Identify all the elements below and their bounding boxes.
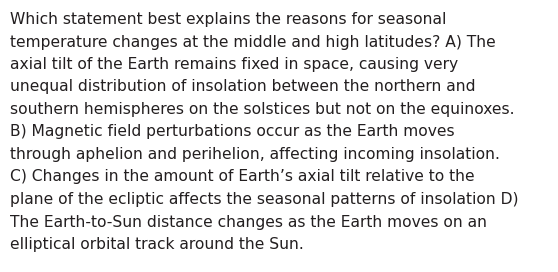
Text: southern hemispheres on the solstices but not on the equinoxes.: southern hemispheres on the solstices bu…: [10, 102, 514, 117]
Text: through aphelion and perihelion, affecting incoming insolation.: through aphelion and perihelion, affecti…: [10, 147, 500, 162]
Text: elliptical orbital track around the Sun.: elliptical orbital track around the Sun.: [10, 237, 304, 252]
Text: plane of the ecliptic affects the seasonal patterns of insolation D): plane of the ecliptic affects the season…: [10, 192, 518, 207]
Text: unequal distribution of insolation between the northern and: unequal distribution of insolation betwe…: [10, 79, 475, 94]
Text: temperature changes at the middle and high latitudes? A) The: temperature changes at the middle and hi…: [10, 35, 496, 50]
Text: axial tilt of the Earth remains fixed in space, causing very: axial tilt of the Earth remains fixed in…: [10, 57, 458, 72]
Text: Which statement best explains the reasons for seasonal: Which statement best explains the reason…: [10, 12, 446, 27]
Text: B) Magnetic field perturbations occur as the Earth moves: B) Magnetic field perturbations occur as…: [10, 125, 455, 140]
Text: The Earth-to-Sun distance changes as the Earth moves on an: The Earth-to-Sun distance changes as the…: [10, 215, 487, 230]
Text: C) Changes in the amount of Earth’s axial tilt relative to the: C) Changes in the amount of Earth’s axia…: [10, 169, 475, 184]
